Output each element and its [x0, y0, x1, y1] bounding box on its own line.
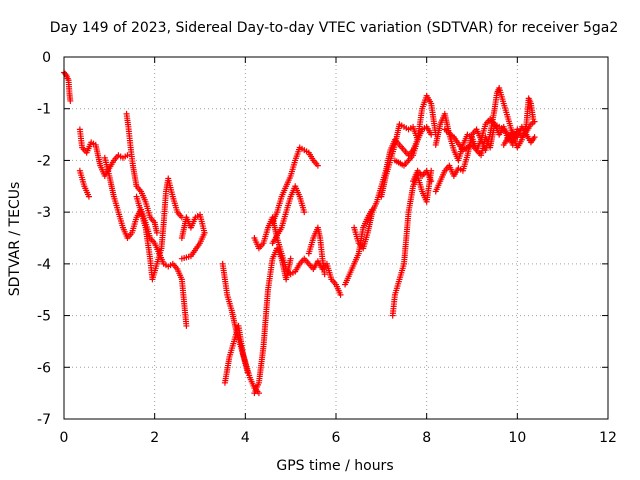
grid-lines: [64, 57, 608, 419]
data-point: [531, 134, 538, 141]
y-tick-label: -6: [37, 360, 51, 376]
x-tick-label: 8: [422, 430, 431, 446]
data-point: [124, 152, 131, 159]
data-points: [61, 69, 538, 397]
data-point: [337, 291, 344, 298]
x-tick-labels: 0 2 4 6 8 10 12: [60, 430, 617, 446]
y-tick-label: 0: [42, 50, 51, 66]
y-tick-label: -7: [37, 412, 51, 428]
y-tick-label: -5: [37, 309, 51, 325]
x-axis-label: GPS time / hours: [276, 458, 393, 474]
x-tick-label: 10: [508, 430, 526, 446]
data-point: [287, 255, 294, 262]
data-point: [369, 206, 376, 213]
data-point: [428, 178, 435, 185]
y-tick-labels: 0 -1 -2 -3 -4 -5 -6 -7: [37, 50, 51, 428]
data-point: [314, 162, 321, 169]
data-point: [531, 118, 538, 125]
data-point: [301, 209, 308, 216]
x-tick-label: 4: [241, 430, 250, 446]
x-tick-label: 6: [332, 430, 341, 446]
y-tick-label: -2: [37, 153, 51, 169]
x-tick-label: 0: [60, 430, 69, 446]
y-axis-label: SDTVAR / TECUs: [7, 182, 23, 297]
data-point: [183, 322, 190, 329]
y-tick-label: -1: [37, 102, 51, 118]
data-point: [85, 193, 92, 200]
data-point: [67, 97, 74, 104]
x-tick-label: 2: [150, 430, 159, 446]
data-point: [321, 271, 328, 278]
data-point: [201, 229, 208, 236]
y-tick-label: -3: [37, 205, 51, 221]
data-point: [62, 70, 69, 77]
y-tick-label: -4: [37, 257, 51, 273]
x-tick-label: 12: [599, 430, 617, 446]
data-point: [153, 229, 160, 236]
plot-frame: [63, 56, 609, 420]
chart-title: Day 149 of 2023, Sidereal Day-to-day VTE…: [50, 20, 619, 36]
data-point: [244, 369, 251, 376]
